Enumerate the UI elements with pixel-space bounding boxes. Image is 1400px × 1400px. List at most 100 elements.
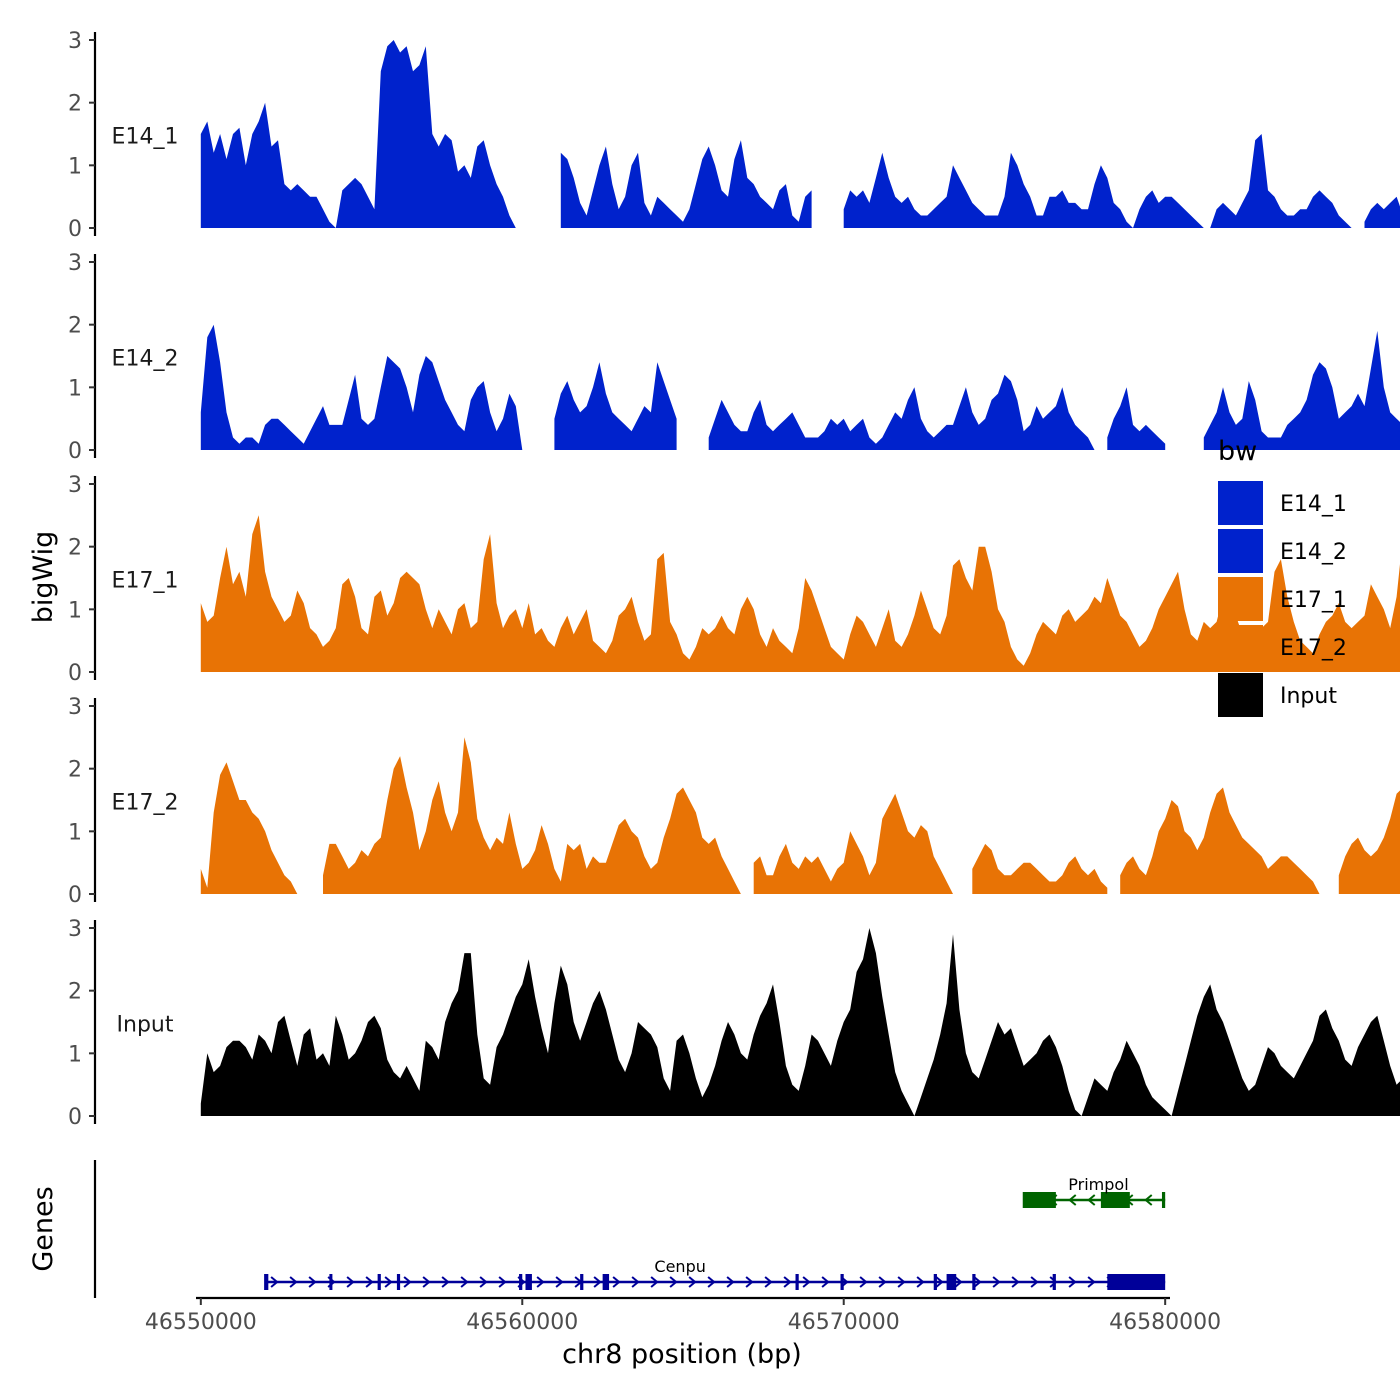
strand-arrow — [612, 1276, 621, 1288]
panel-label: Input — [117, 1012, 174, 1037]
coverage-area — [708, 374, 1095, 450]
x-tick-label: 46570000 — [788, 1310, 900, 1335]
gene-exon — [265, 1274, 269, 1290]
gene-cenpu: Cenpu — [264, 1257, 1166, 1290]
legend-swatch — [1218, 577, 1263, 621]
gene-label: Primpol — [1068, 1175, 1128, 1194]
strand-arrow — [726, 1276, 735, 1288]
track-panel-input: 0 1 2 3 Input — [68, 917, 1400, 1130]
strand-arrow — [631, 1276, 640, 1288]
legend-swatch — [1218, 529, 1263, 573]
y-tick-label: 3 — [68, 29, 82, 54]
strand-arrow — [764, 1276, 773, 1288]
genes-panel: Cenpu Primpol — [93, 1160, 1166, 1298]
gene-exon — [377, 1274, 381, 1290]
strand-arrow — [441, 1276, 450, 1288]
strand-arrow — [555, 1276, 564, 1288]
strand-arrow — [1068, 1276, 1077, 1288]
gene-exon — [580, 1274, 584, 1290]
gene-exon — [840, 1274, 844, 1290]
strand-arrow — [783, 1276, 792, 1288]
strand-arrow — [802, 1276, 811, 1288]
strand-arrow — [270, 1276, 279, 1288]
legend-swatch — [1218, 481, 1263, 525]
gene-exon — [1100, 1192, 1130, 1208]
strand-arrow — [422, 1276, 431, 1288]
track-panel-e17-2: 0 1 2 3 E17_2 — [68, 695, 1400, 908]
strand-arrow — [1087, 1194, 1096, 1206]
coverage-area — [843, 134, 1352, 228]
strand-arrow — [346, 1276, 355, 1288]
y-tick-label: 1 — [68, 820, 82, 845]
legend-label: Input — [1280, 684, 1337, 709]
coverage-area — [200, 762, 298, 894]
strand-arrow — [973, 1276, 982, 1288]
strand-arrow — [1049, 1276, 1058, 1288]
strand-arrow — [289, 1276, 298, 1288]
gene-exon — [946, 1274, 957, 1290]
strand-arrow — [688, 1276, 697, 1288]
legend-label: E17_1 — [1280, 588, 1347, 613]
coverage-panels: 0 1 2 3 E14_1 0 1 2 3 E14_2 0 1 2 3 E17_1 0 1 2 3 E17_2 0 1 2 3… — [68, 29, 1400, 1130]
legend-swatch — [1218, 625, 1263, 669]
x-tick-label: 46550000 — [145, 1310, 257, 1335]
strand-arrow — [460, 1276, 469, 1288]
gene-exon — [1107, 1274, 1166, 1290]
genes-track-title: Genes — [28, 1186, 59, 1271]
coverage-area — [200, 515, 1400, 672]
strand-arrow — [479, 1276, 488, 1288]
legend-swatch — [1218, 673, 1263, 717]
coverage-area — [1120, 787, 1320, 894]
gene-label: Cenpu — [654, 1257, 705, 1276]
y-tick-label: 1 — [68, 376, 82, 401]
strand-arrow — [745, 1276, 754, 1288]
gene-primpol: Primpol — [1022, 1175, 1166, 1208]
y-tick-label: 3 — [68, 251, 82, 276]
y-tick-label: 0 — [68, 1105, 82, 1130]
strand-arrow — [498, 1276, 507, 1288]
strand-arrow — [1011, 1276, 1020, 1288]
strand-arrow — [1087, 1276, 1096, 1288]
gene-exon — [1161, 1192, 1166, 1208]
y-tick-label: 3 — [68, 473, 82, 498]
strand-arrow — [593, 1276, 602, 1288]
y-axis-title: bigWig — [28, 531, 59, 624]
y-tick-label: 3 — [68, 695, 82, 720]
gene-exon — [933, 1274, 937, 1290]
track-panel-e14-2: 0 1 2 3 E14_2 — [68, 251, 1400, 464]
gene-exon — [1023, 1192, 1056, 1208]
gene-exon — [396, 1274, 401, 1290]
y-tick-label: 0 — [68, 439, 82, 464]
strand-arrow — [403, 1276, 412, 1288]
legend-label: E14_2 — [1280, 540, 1347, 565]
gene-exon — [972, 1274, 976, 1290]
strand-arrow — [650, 1276, 659, 1288]
strand-arrow — [308, 1276, 317, 1288]
x-tick-label: 46580000 — [1109, 1310, 1221, 1335]
strand-arrow — [897, 1276, 906, 1288]
y-tick-label: 2 — [68, 536, 82, 561]
y-tick-label: 1 — [68, 154, 82, 179]
strand-arrow — [384, 1276, 393, 1288]
strand-arrow — [669, 1276, 678, 1288]
coverage-area — [554, 362, 677, 450]
strand-arrow — [954, 1276, 963, 1288]
coverage-area — [560, 140, 812, 228]
y-tick-label: 2 — [68, 314, 82, 339]
gene-exon — [329, 1274, 333, 1290]
gene-exon — [602, 1274, 610, 1290]
panel-label: E14_2 — [112, 346, 179, 371]
x-tick-label: 46560000 — [466, 1310, 578, 1335]
strand-arrow — [1030, 1276, 1039, 1288]
track-panel-e14-1: 0 1 2 3 E14_1 — [68, 29, 1400, 242]
panel-label: E17_2 — [112, 790, 179, 815]
strand-arrow — [1068, 1194, 1077, 1206]
gene-exon — [525, 1274, 532, 1290]
panel-label: E14_1 — [112, 124, 179, 149]
strand-arrow — [365, 1276, 374, 1288]
strand-arrow — [878, 1276, 887, 1288]
strand-arrow — [859, 1276, 868, 1288]
strand-arrow — [935, 1276, 944, 1288]
gene-exon — [519, 1274, 523, 1290]
